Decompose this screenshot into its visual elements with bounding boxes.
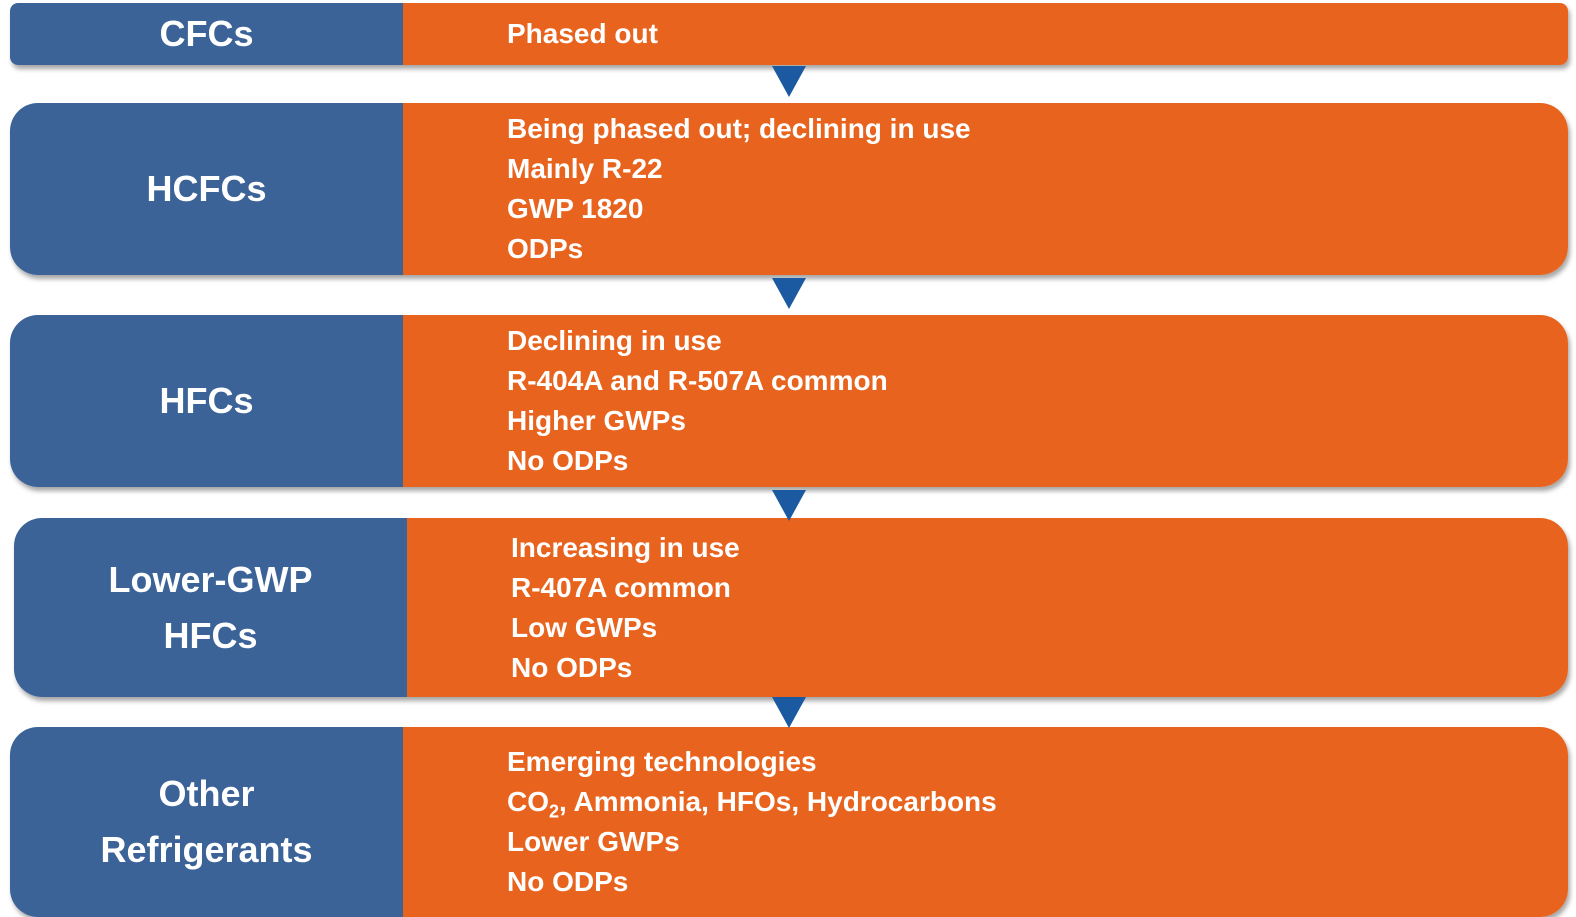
stage-row: HCFCs Being phased out; declining in use M… [10,103,1568,275]
stage-label-box: HCFCs [10,103,403,275]
stage-label-box: Other Refrigerants [10,727,403,917]
text: , Ammonia, HFOs, Hydrocarbons [559,786,997,817]
description-line: No ODPs [511,651,633,683]
stage-label-box: CFCs [10,3,403,65]
stage-row: CFCs Phased out [10,3,1568,65]
description-line: Being phased out; declining in use [507,113,971,144]
stage-description: Declining in use R-404A and R-507A common… [403,315,1568,487]
subscript: 2 [549,801,560,822]
description-line: No ODPs [507,866,629,897]
stage-description: Emerging technologies CO2, Ammonia, HFOs,… [403,727,1568,917]
description-line: Mainly R-22 [507,153,663,184]
description-line: ODPs [507,233,584,264]
down-arrow [772,66,806,97]
down-arrow [772,697,806,728]
description-line: Emerging technologies [507,746,817,777]
stage-label: Lower-GWP HFCs [108,558,313,656]
stage-label: HCFCs [146,168,267,209]
stage-row: Other Refrigerants Emerging technologies C… [10,727,1568,917]
description-line: No ODPs [507,445,629,476]
description-line: R-407A common [511,571,731,603]
stage-label-box: HFCs [10,315,403,487]
down-arrow [772,278,806,309]
text: CO [507,786,549,817]
description-line: CO2, Ammonia, HFOs, Hydrocarbons [507,782,1568,822]
description-line: Higher GWPs [507,405,686,436]
stage-label: HFCs [159,380,254,421]
description-line: Increasing in use [511,531,740,563]
description-line: Phased out [507,18,658,49]
description-line: Declining in use [507,325,722,356]
stage-description: Increasing in use R-407A common Low GWPs No… [407,518,1568,697]
stage-description: Phased out [403,3,1568,65]
stage-label-box: Lower-GWP HFCs [14,518,407,697]
description-line: GWP 1820 [507,193,644,224]
description-line: R-404A and R-507A common [507,365,888,396]
stage-row: Lower-GWP HFCs Increasing in use R-407A co… [14,518,1568,697]
description-line: Low GWPs [511,611,658,643]
stage-row: HFCs Declining in use R-404A and R-507A co… [10,315,1568,487]
down-arrow [772,490,806,521]
stage-description: Being phased out; declining in use Mainly… [403,103,1568,275]
stage-label: Other Refrigerants [100,773,313,870]
stage-label: CFCs [159,13,254,54]
description-line: Lower GWPs [507,826,680,857]
